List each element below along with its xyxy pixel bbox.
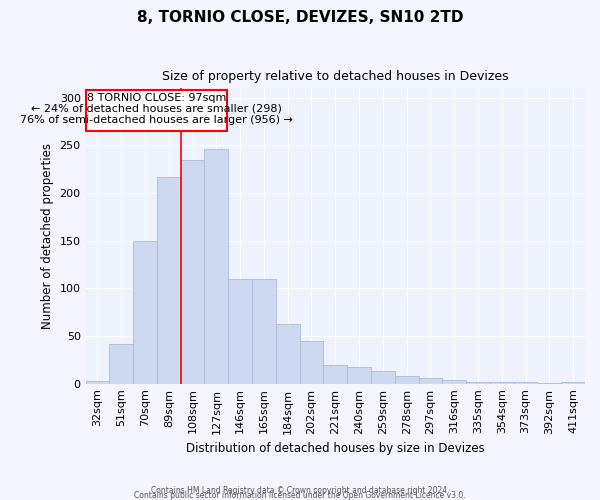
Bar [538,382,561,384]
Bar [205,150,228,384]
Bar [561,382,585,384]
Bar [133,241,157,384]
Bar [490,382,514,384]
Bar [276,324,299,384]
Bar [299,341,323,384]
Bar [442,380,466,384]
Bar [228,279,252,384]
Bar [181,160,205,384]
Text: 8 TORNIO CLOSE: 97sqm: 8 TORNIO CLOSE: 97sqm [86,93,226,103]
Bar [466,382,490,384]
Bar [395,376,419,384]
Bar [323,364,347,384]
Y-axis label: Number of detached properties: Number of detached properties [41,143,54,329]
Bar [86,90,227,131]
Bar [157,177,181,384]
Text: ← 24% of detached houses are smaller (298): ← 24% of detached houses are smaller (29… [31,104,282,114]
Text: Contains public sector information licensed under the Open Government Licence v3: Contains public sector information licen… [134,490,466,500]
X-axis label: Distribution of detached houses by size in Devizes: Distribution of detached houses by size … [186,442,485,455]
Title: Size of property relative to detached houses in Devizes: Size of property relative to detached ho… [162,70,509,83]
Bar [371,372,395,384]
Bar [347,366,371,384]
Bar [252,279,276,384]
Bar [109,344,133,384]
Text: 76% of semi-detached houses are larger (956) →: 76% of semi-detached houses are larger (… [20,115,293,125]
Bar [419,378,442,384]
Text: 8, TORNIO CLOSE, DEVIZES, SN10 2TD: 8, TORNIO CLOSE, DEVIZES, SN10 2TD [137,10,463,25]
Bar [86,381,109,384]
Text: Contains HM Land Registry data © Crown copyright and database right 2024.: Contains HM Land Registry data © Crown c… [151,486,449,495]
Bar [514,382,538,384]
